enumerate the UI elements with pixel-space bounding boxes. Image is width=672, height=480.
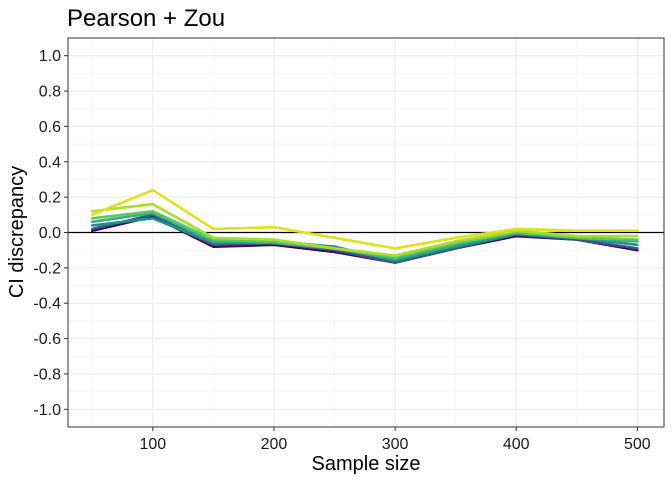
y-tick-label: -1.0: [33, 402, 61, 419]
series-line-6: [90, 202, 639, 257]
y-tick-label: 0.8: [39, 84, 61, 101]
x-axis-ticks: 100 200 300 400 500: [139, 427, 651, 453]
y-tick-label: -0.8: [33, 366, 61, 383]
y-tick-label: 0.2: [39, 190, 61, 207]
x-tick-label: 300: [382, 436, 409, 453]
y-tick-label: 0.0: [39, 225, 61, 242]
y-tick-label: 0.4: [39, 154, 61, 171]
y-tick-label: 0.6: [39, 119, 61, 136]
y-tick-label: -0.6: [33, 331, 61, 348]
y-axis-ticks: 1.0 0.8 0.6 0.4 0.2 0.0 -0.2 -0.4 -0.6 -0.8 -1.0: [33, 48, 68, 419]
y-tick-label: 1.0: [39, 48, 61, 65]
y-axis-title: CI discrepancy: [6, 166, 28, 298]
y-tick-label: -0.2: [33, 260, 61, 277]
y-tick-label: -0.4: [33, 296, 61, 313]
x-tick-label: 100: [139, 436, 166, 453]
series-line-7: [90, 188, 639, 250]
chart-title: Pearson + Zou: [67, 5, 225, 32]
x-tick-label: 500: [624, 436, 651, 453]
series-lines: [90, 188, 639, 264]
x-tick-label: 200: [261, 436, 288, 453]
x-axis-title: Sample size: [312, 453, 421, 475]
x-tick-label: 400: [503, 436, 530, 453]
